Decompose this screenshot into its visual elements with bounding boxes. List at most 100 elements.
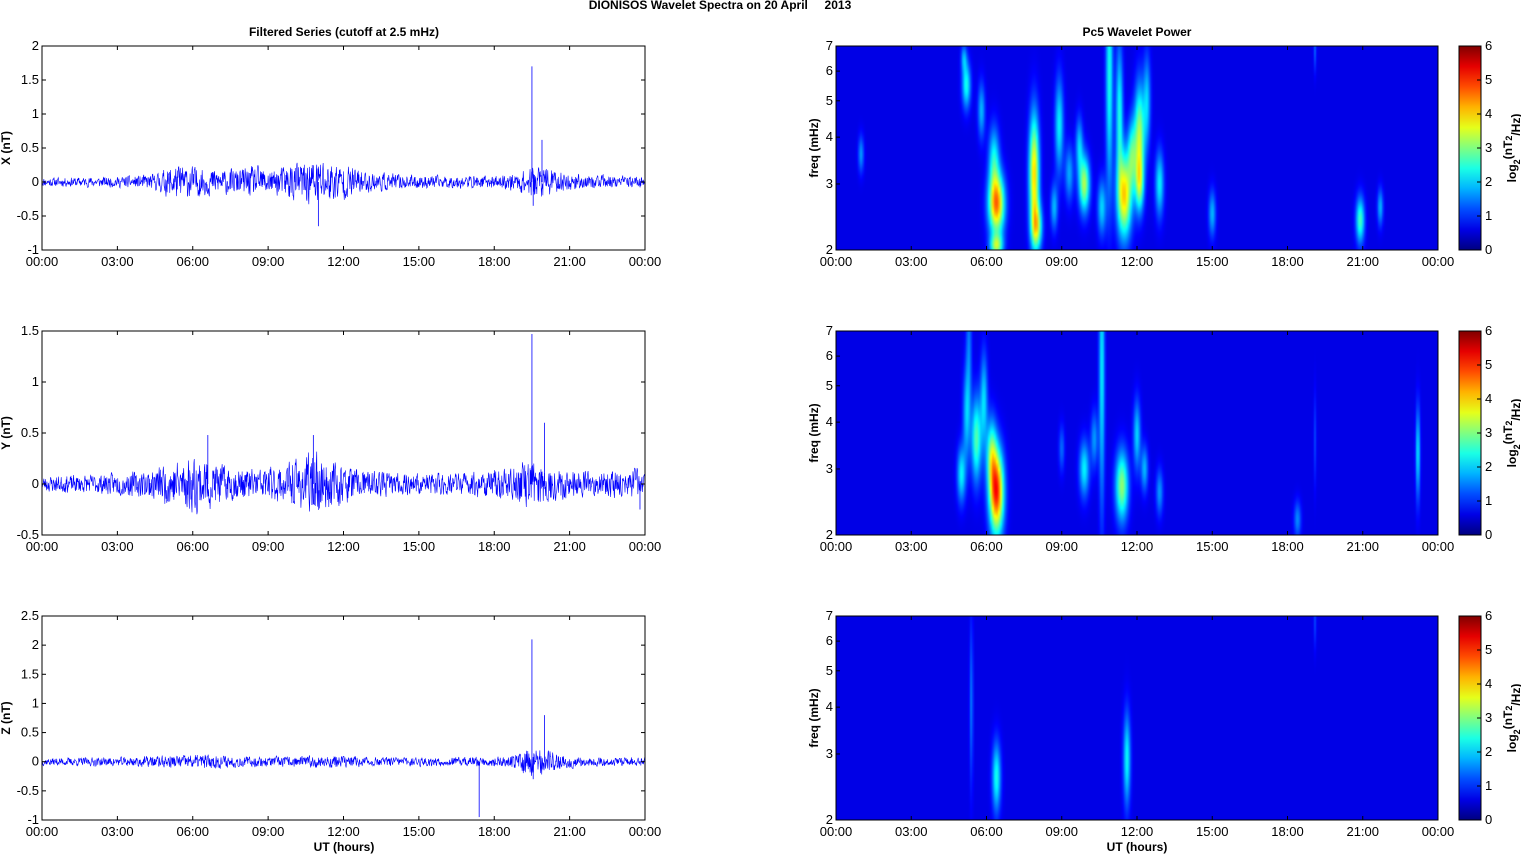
colorbar-tick-label: 4: [1485, 391, 1492, 406]
y-axis-label: Z (nT): [0, 701, 13, 734]
y-tick-label: 6: [826, 63, 833, 78]
x-tick-label: 15:00: [1196, 539, 1229, 554]
y-tick-label: 2.5: [21, 608, 39, 623]
y-tick-label: 0.5: [21, 725, 39, 740]
figure-suptitle: DIONISOS Wavelet Spectra on 20 April 201…: [589, 0, 852, 12]
x-tick-label: 12:00: [327, 539, 360, 554]
x-tick-label: 09:00: [252, 539, 285, 554]
wavelet-power-image: [836, 331, 1438, 535]
colorbar-tick-label: 3: [1485, 710, 1492, 725]
colorbar-tick-label: 1: [1485, 778, 1492, 793]
x-tick-label: 15:00: [403, 254, 436, 269]
colorbar-tick-label: 2: [1485, 174, 1492, 189]
y-axis-label: Y (nT): [0, 416, 13, 450]
x-tick-label: 03:00: [895, 824, 928, 839]
x-tick-label: 09:00: [1045, 539, 1078, 554]
x-tick-label: 15:00: [403, 539, 436, 554]
y-tick-label: 1.5: [21, 323, 39, 338]
y-tick-label: 0: [32, 476, 39, 491]
x-tick-label: 15:00: [1196, 254, 1229, 269]
right-x-axis-label: UT (hours): [1107, 840, 1168, 854]
y-tick-label: 0.5: [21, 140, 39, 155]
left-column-title: Filtered Series (cutoff at 2.5 mHz): [249, 25, 439, 39]
x-tick-label: 21:00: [553, 824, 586, 839]
wavelet-panel-y: 2 3 4 5 6 7 00:00 03:00 06:00 09:00 12:00 15:00 18:0…: [807, 323, 1521, 554]
y-tick-label: 1.5: [21, 72, 39, 87]
colorbar-tick-label: 0: [1485, 242, 1492, 257]
colorbar-label: log2(nT2/Hz): [1501, 114, 1521, 183]
x-tick-label: 00:00: [26, 824, 59, 839]
series-panel-y: -0.5 0 0.5 1 1.5 00:00 03:00 06:00 09:00 12:00 15:…: [0, 323, 661, 554]
y-tick-label: 1: [32, 695, 39, 710]
y-axis-label: X (nT): [0, 131, 13, 165]
y-tick-label: 3: [826, 176, 833, 191]
y-tick-label: 0: [32, 754, 39, 769]
y-tick-label: 5: [826, 378, 833, 393]
x-tick-label: 00:00: [820, 824, 853, 839]
colorbar-tick-label: 3: [1485, 140, 1492, 155]
y-tick-label: 2: [826, 242, 833, 257]
x-tick-label: 12:00: [327, 824, 360, 839]
colorbar-tick-label: 2: [1485, 744, 1492, 759]
x-tick-label: 03:00: [101, 824, 134, 839]
x-tick-label: 06:00: [176, 539, 209, 554]
wavelet-panel-z: 2 3 4 5 6 7 00:00 03:00 06:00 09:00 12:00 15:00 18:0…: [807, 608, 1521, 839]
colorbar-tick-label: 3: [1485, 425, 1492, 440]
x-tick-label: 09:00: [252, 824, 285, 839]
x-tick-label: 00:00: [1422, 254, 1455, 269]
y-tick-label: -0.5: [17, 208, 39, 223]
x-tick-label: 00:00: [820, 254, 853, 269]
x-tick-label: 09:00: [252, 254, 285, 269]
x-tick-label: 03:00: [101, 539, 134, 554]
left-x-axis-label: UT (hours): [314, 840, 375, 854]
y-tick-label: 3: [826, 461, 833, 476]
series-panel-z: -1 -0.5 0 0.5 1 1.5 2 2.5 00:00 03:00 06:00 09:00 12…: [0, 608, 661, 839]
x-tick-label: 06:00: [970, 824, 1003, 839]
y-tick-label: 1: [32, 106, 39, 121]
y-tick-label: 1.5: [21, 666, 39, 681]
plot-area: [42, 616, 645, 820]
series-line: [41, 750, 646, 776]
x-tick-label: 21:00: [1346, 824, 1379, 839]
colorbar-tick-label: 0: [1485, 527, 1492, 542]
x-tick-label: 06:00: [970, 254, 1003, 269]
x-tick-label: 18:00: [478, 824, 511, 839]
x-tick-label: 21:00: [553, 539, 586, 554]
x-tick-label: 00:00: [1422, 824, 1455, 839]
y-axis-label: freq (mHz): [807, 688, 821, 747]
x-tick-label: 03:00: [895, 254, 928, 269]
x-tick-label: 18:00: [1271, 539, 1304, 554]
y-axis-label: freq (mHz): [807, 118, 821, 177]
y-axis-label: freq (mHz): [807, 403, 821, 462]
x-tick-label: 18:00: [478, 539, 511, 554]
x-tick-label: 18:00: [1271, 254, 1304, 269]
colorbar-label: log2(nT2/Hz): [1501, 684, 1521, 753]
y-tick-label: 4: [826, 414, 833, 429]
y-tick-label: 2: [826, 527, 833, 542]
colorbar-tick-label: 6: [1485, 323, 1492, 338]
y-tick-label: -0.5: [17, 527, 39, 542]
y-tick-label: 4: [826, 129, 833, 144]
series-panel-x: -1 -0.5 0 0.5 1 1.5 2 00:00 03:00 06:00 09:00 12:00…: [0, 38, 661, 269]
x-tick-label: 00:00: [629, 254, 662, 269]
plot-area: [42, 46, 645, 250]
x-tick-label: 00:00: [629, 824, 662, 839]
colorbar-label: log2(nT2/Hz): [1501, 399, 1521, 468]
plot-area: [42, 331, 645, 535]
x-tick-label: 15:00: [1196, 824, 1229, 839]
y-tick-label: 0: [32, 174, 39, 189]
x-tick-label: 00:00: [1422, 539, 1455, 554]
colorbar-tick-label: 5: [1485, 357, 1492, 372]
colorbar-tick-label: 6: [1485, 608, 1492, 623]
y-tick-label: 5: [826, 663, 833, 678]
colorbar-tick-label: 4: [1485, 106, 1492, 121]
y-tick-label: 5: [826, 93, 833, 108]
y-tick-label: -1: [27, 242, 39, 257]
colorbar-tick-label: 5: [1485, 642, 1492, 657]
y-tick-label: 0.5: [21, 425, 39, 440]
x-tick-label: 06:00: [970, 539, 1003, 554]
y-tick-label: 7: [826, 323, 833, 338]
x-tick-label: 03:00: [101, 254, 134, 269]
wavelet-power-image: [836, 616, 1438, 820]
